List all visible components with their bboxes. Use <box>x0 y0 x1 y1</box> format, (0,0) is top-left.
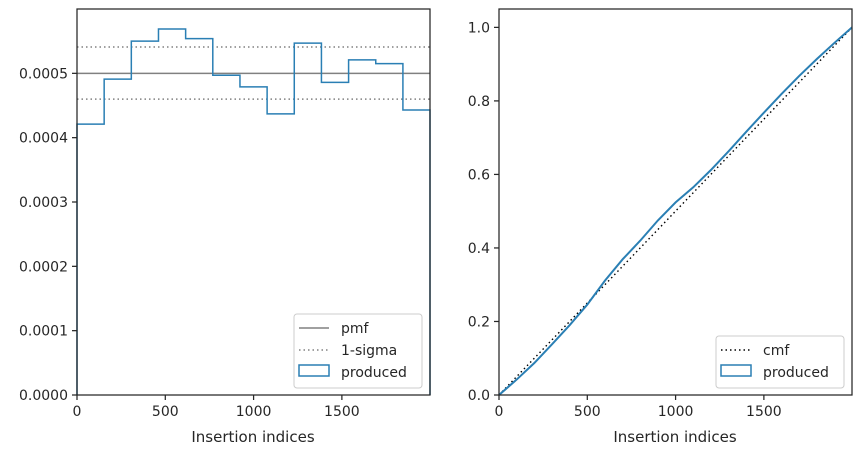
produced-legend-swatch <box>298 364 330 377</box>
cmf-panel: 0 500 1000 1500 0.0 0.2 0.4 0.6 0.8 1.0 Insertion… <box>468 8 853 446</box>
pmf-y-tick-label: 0.0004 <box>19 131 68 147</box>
cmf-x-tick-label: 500 <box>574 404 601 420</box>
cmf-x-tick-label: 1500 <box>746 404 782 420</box>
pmf-y-tick-label: 0.0003 <box>19 195 68 211</box>
pmf-y-tick-label: 0.0001 <box>19 324 68 340</box>
cmf-y-tick-label: 0.6 <box>468 167 490 183</box>
pmf-y-tick-label: 0.0005 <box>19 66 68 82</box>
produced-cumulative-line <box>498 26 853 396</box>
cmf-legend: cmf produced <box>715 335 845 389</box>
pmf-legend: pmf 1-sigma produced <box>293 313 423 389</box>
pmf-x-tick-label: 0 <box>73 404 82 420</box>
cmf-legend-label: cmf <box>763 343 790 359</box>
pmf-axis-ticks: 0 500 1000 1500 0.0000 0.0001 0.0002 0.0003 0.00… <box>19 66 360 420</box>
pmf-y-tick-label: 0.0002 <box>19 259 68 275</box>
cmf-x-tick-label: 0 <box>495 404 504 420</box>
pmf-x-tick-label: 500 <box>152 404 179 420</box>
pmf-plot-marks <box>76 28 431 395</box>
cmf-plot-marks <box>498 26 853 396</box>
pmf-x-tick-label: 1500 <box>324 404 360 420</box>
cmf-legend-box <box>715 335 845 389</box>
pmf-legend-box <box>293 313 423 389</box>
cmf-produced-legend-label: produced <box>763 365 829 381</box>
pmf-x-tick-label: 1000 <box>236 404 272 420</box>
pmf-histogram-panel: 0 500 1000 1500 0.0000 0.0001 0.0002 0.0003 0.00… <box>19 8 431 446</box>
produced-histogram-step <box>76 28 431 395</box>
cmf-x-tick-label: 1000 <box>658 404 694 420</box>
produced-legend-label: produced <box>341 365 407 381</box>
cmf-produced-legend-swatch <box>720 364 752 377</box>
cmf-y-tick-label: 0.4 <box>468 241 490 257</box>
cmf-y-tick-label: 1.0 <box>468 20 490 36</box>
pmf-x-axis-label: Insertion indices <box>191 428 314 446</box>
cmf-x-axis-label: Insertion indices <box>613 428 736 446</box>
cmf-axis-ticks: 0 500 1000 1500 0.0 0.2 0.4 0.6 0.8 1.0 <box>468 20 782 420</box>
sigma-legend-label: 1-sigma <box>341 343 397 359</box>
cmf-y-tick-label: 0.8 <box>468 94 490 110</box>
cmf-y-tick-label: 0.2 <box>468 314 490 330</box>
pmf-y-tick-label: 0.0000 <box>19 388 68 404</box>
cmf-y-tick-label: 0.0 <box>468 388 490 404</box>
pmf-legend-label: pmf <box>341 321 370 337</box>
